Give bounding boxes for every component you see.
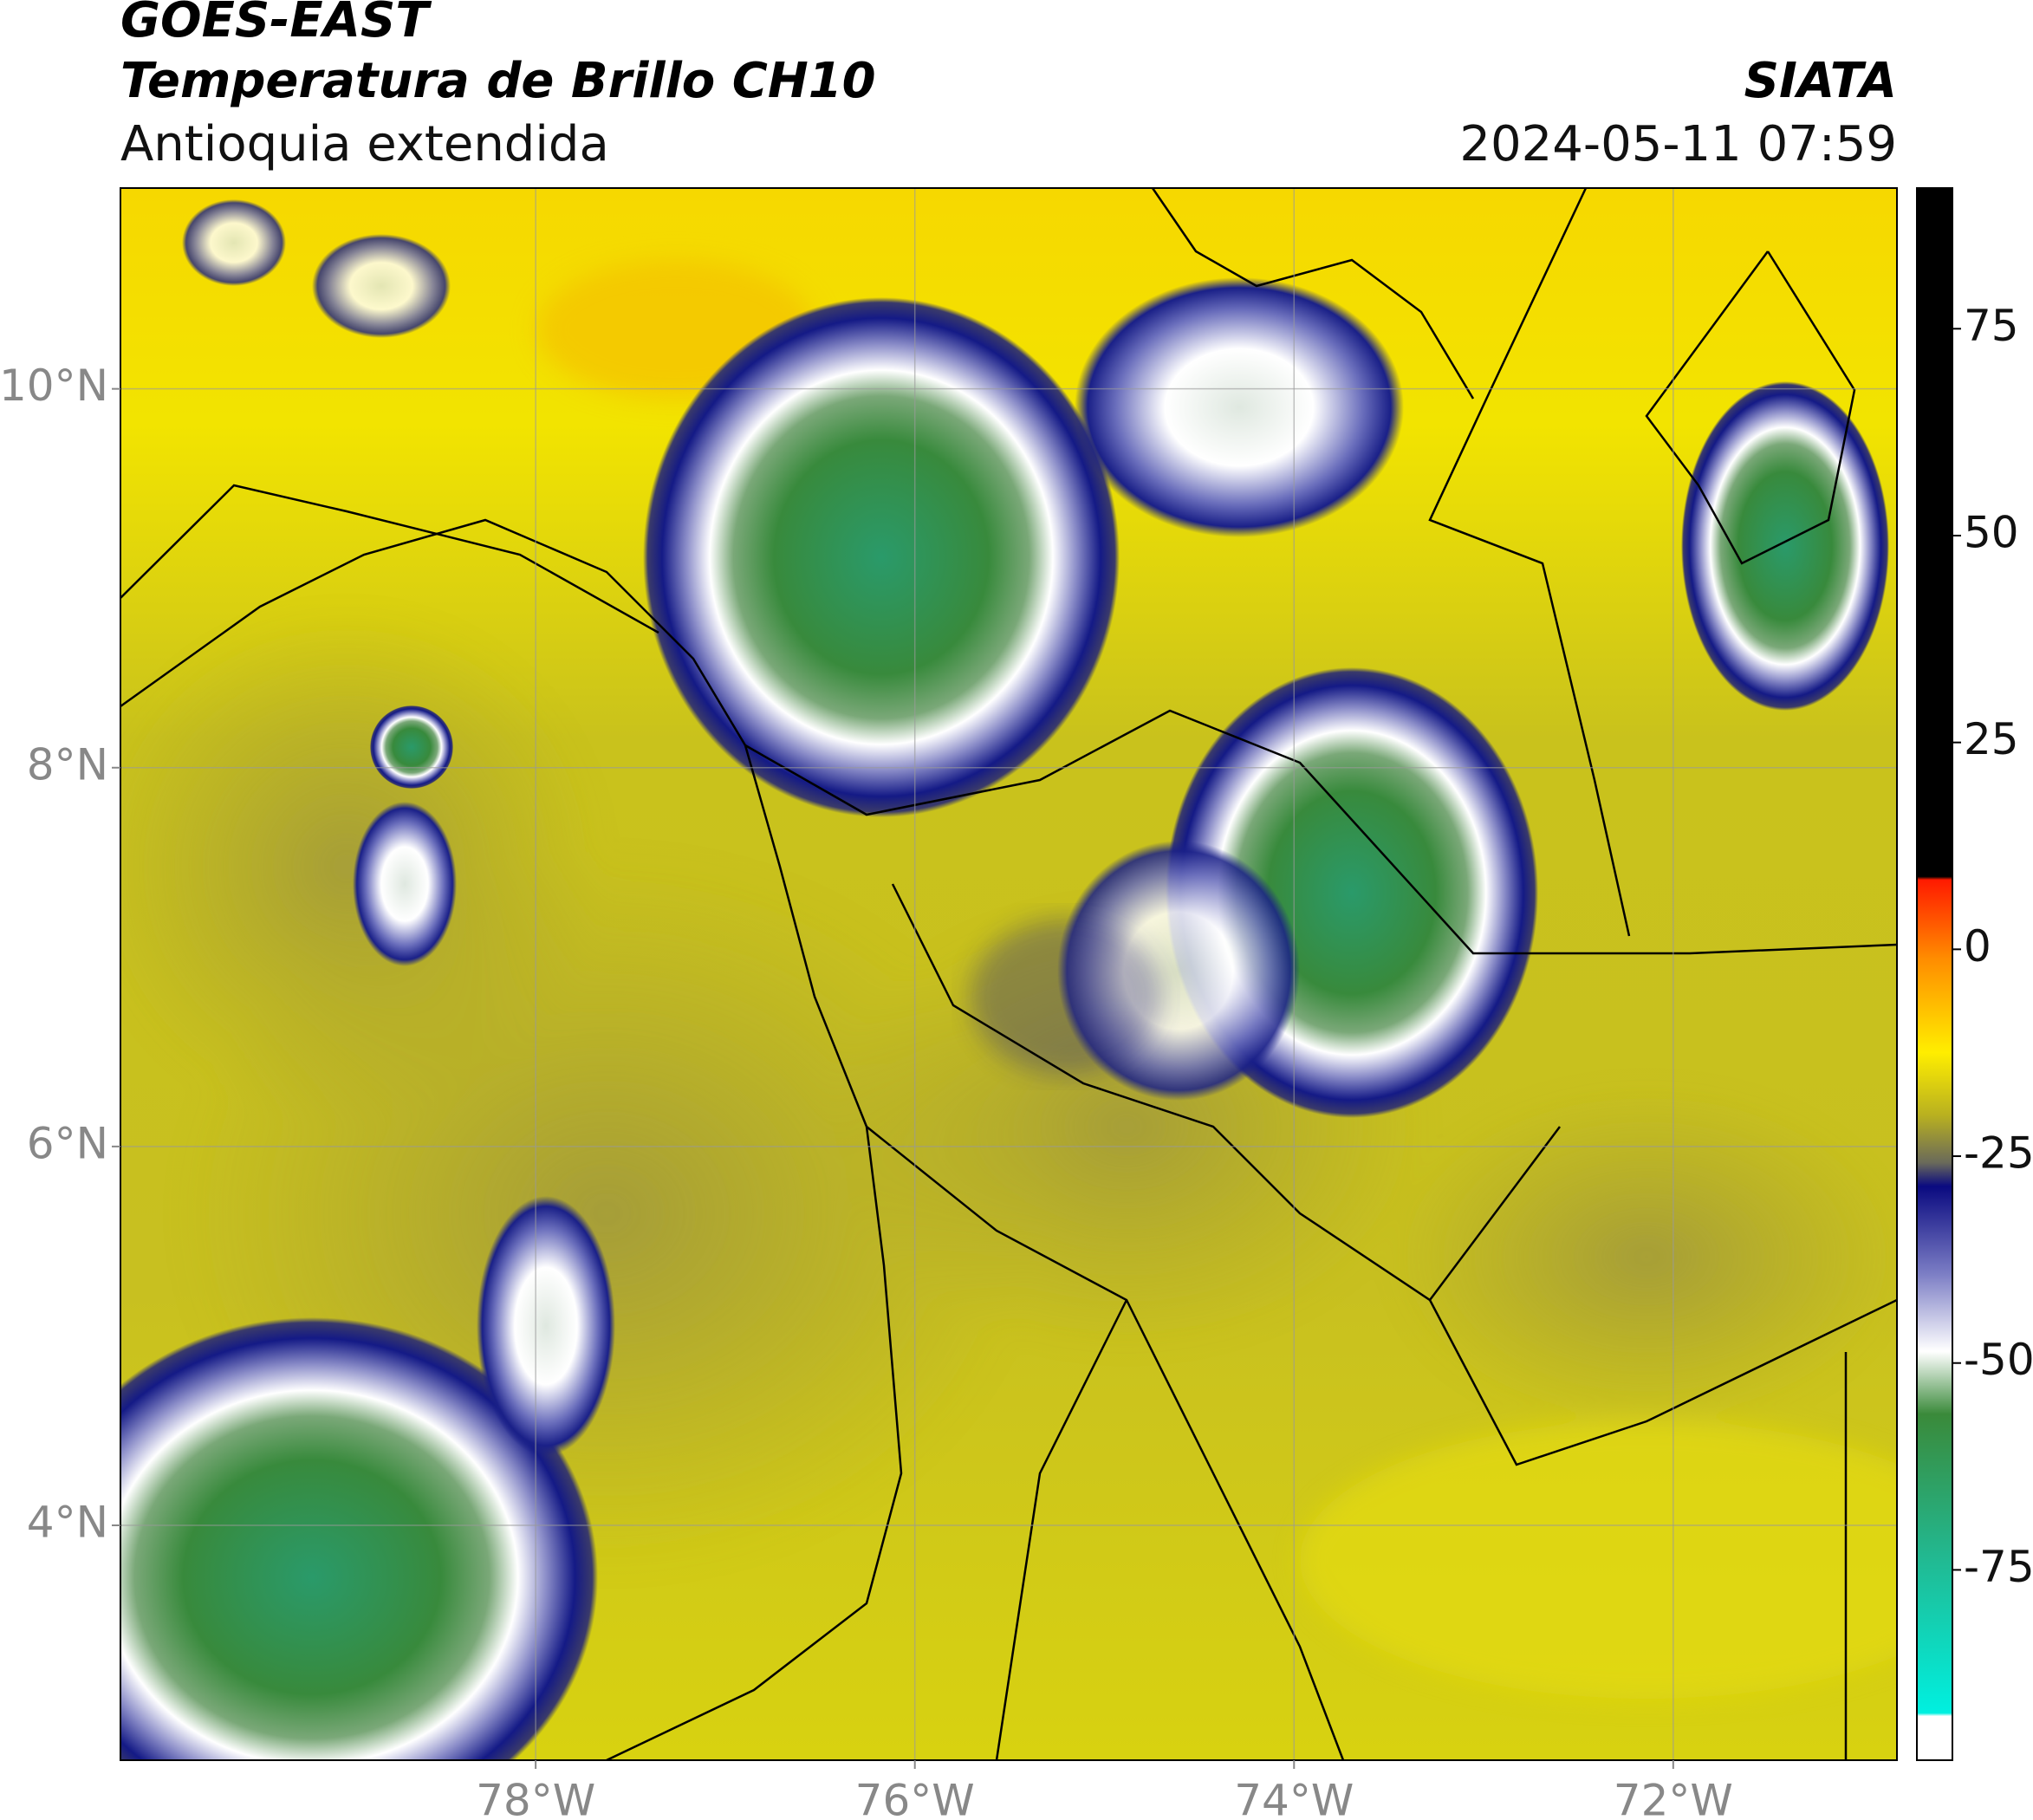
colorbar-tick-label: -75 — [1964, 1542, 2033, 1592]
storm — [353, 802, 457, 966]
coastline — [120, 484, 659, 634]
storm — [477, 1196, 615, 1456]
cloud — [971, 919, 1161, 1075]
storm — [1681, 381, 1889, 711]
map-image — [120, 188, 1897, 1760]
border — [1645, 250, 1856, 565]
colorbar-tick-label: -50 — [1964, 1335, 2033, 1385]
subtitle: Temperatura de Brillo CH10 — [120, 53, 876, 109]
border — [1428, 188, 1631, 937]
storm — [120, 1317, 598, 1760]
lat-tick-label: 10°N — [0, 361, 108, 411]
storms — [120, 199, 1889, 1760]
colorbar-tick-label: 0 — [1964, 921, 1991, 972]
datetime: 2024-05-11 07:59 — [1459, 116, 1897, 172]
grid — [120, 188, 1897, 1760]
colorbar-tick-label: -25 — [1964, 1128, 2033, 1179]
storm — [370, 705, 453, 789]
border — [1151, 188, 1475, 400]
border — [606, 744, 903, 1760]
storm — [1075, 277, 1404, 537]
region: Antioquia extendida — [120, 116, 609, 172]
lon-tick-label: 76°W — [855, 1776, 975, 1820]
lat-tick-label: 6°N — [27, 1118, 108, 1168]
border — [744, 709, 1897, 955]
storm — [312, 234, 451, 338]
colorbar-tick-label: 25 — [1964, 714, 2019, 764]
borders — [120, 188, 1897, 1760]
lon-tick-label: 78°W — [476, 1776, 595, 1820]
border — [866, 1126, 1345, 1760]
lat-tick-label: 8°N — [27, 739, 108, 790]
coastline — [120, 518, 747, 746]
lon-tick-label: 74°W — [1234, 1776, 1354, 1820]
storm — [182, 199, 286, 286]
colorbar — [1916, 187, 1953, 1761]
map-frame — [120, 187, 1898, 1761]
colorbar-tick-label: 75 — [1964, 301, 2019, 351]
border — [1428, 1298, 1897, 1466]
border — [995, 1299, 1128, 1760]
storm — [643, 297, 1120, 817]
source: SIATA — [1744, 53, 1897, 109]
ticks: 78°W 76°W 74°W 72°W 10°N 8°N 6°N 4°N 75 50 25 0 -25 -… — [0, 301, 2033, 1820]
lat-tick-label: 4°N — [27, 1497, 108, 1547]
title: GOES-EAST — [120, 0, 432, 49]
lon-tick-label: 72°W — [1614, 1776, 1733, 1820]
colorbar-tick-label: 50 — [1964, 507, 2019, 557]
